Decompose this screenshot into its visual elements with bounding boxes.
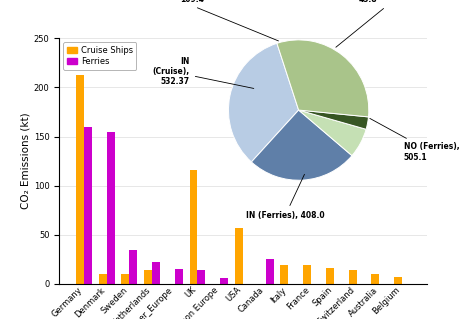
Bar: [144, 270, 152, 284]
Text: NO (Cruise out/NO),
45.8: NO (Cruise out/NO), 45.8: [336, 0, 444, 47]
Text: NO (Cruise in/NO),
109.4: NO (Cruise in/NO), 109.4: [125, 0, 279, 41]
Bar: [198, 270, 205, 284]
Text: IN
(Cruise),
532.37: IN (Cruise), 532.37: [153, 56, 254, 88]
Bar: [190, 170, 198, 284]
Wedge shape: [251, 110, 352, 180]
Wedge shape: [277, 40, 369, 117]
Bar: [107, 132, 115, 284]
Bar: [220, 278, 228, 284]
Bar: [84, 127, 92, 284]
Bar: [76, 75, 84, 284]
Wedge shape: [299, 110, 368, 129]
Bar: [326, 268, 334, 284]
Bar: [235, 228, 243, 284]
Bar: [371, 274, 379, 284]
Bar: [175, 269, 182, 284]
Bar: [121, 274, 129, 284]
Legend: Cruise Ships, Ferries: Cruise Ships, Ferries: [64, 42, 137, 70]
Bar: [152, 262, 160, 284]
Bar: [303, 265, 311, 284]
Text: NO (Ferries),
505.1: NO (Ferries), 505.1: [370, 118, 459, 162]
Bar: [99, 274, 107, 284]
Y-axis label: CO₂ Emissions (kt): CO₂ Emissions (kt): [21, 113, 31, 209]
Bar: [129, 249, 137, 284]
Wedge shape: [228, 43, 299, 162]
Bar: [265, 259, 273, 284]
Bar: [394, 277, 402, 284]
Bar: [281, 265, 288, 284]
Wedge shape: [299, 110, 366, 156]
Bar: [348, 270, 356, 284]
Text: IN (Ferries), 408.0: IN (Ferries), 408.0: [246, 174, 325, 220]
